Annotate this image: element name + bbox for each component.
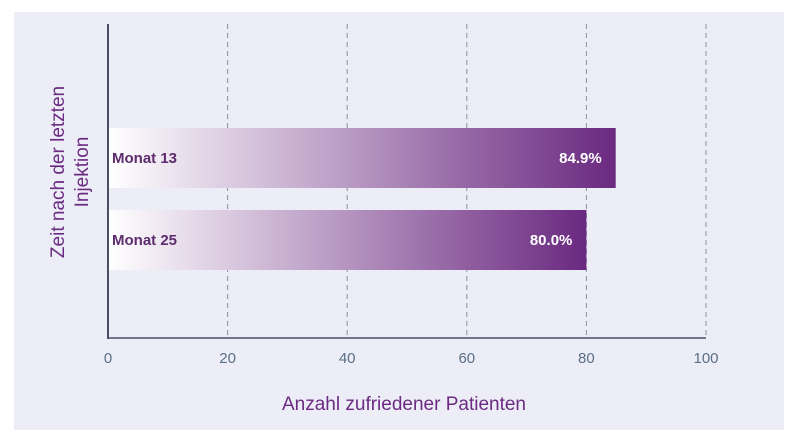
bar-value-label-1: 84.9% xyxy=(559,150,602,167)
x-tick-label-80: 80 xyxy=(578,350,595,367)
y-axis-title-line-1: Zeit nach der letzten xyxy=(48,86,69,258)
x-tick-label-100: 100 xyxy=(693,350,718,367)
x-tick-label-20: 20 xyxy=(219,350,236,367)
y-axis-title: Zeit nach der letzten Injektion xyxy=(48,86,93,258)
bar-1 xyxy=(109,128,616,188)
bar-category-label-1: Monat 13 xyxy=(112,150,177,167)
axes xyxy=(107,24,706,339)
chart-panel: Monat 13 84.9% Monat 25 80.0% 0 20 40 60 80 100 … xyxy=(14,12,784,430)
x-tick-label-60: 60 xyxy=(458,350,475,367)
x-tick-label-0: 0 xyxy=(104,350,112,367)
bar-value-label-2: 80.0% xyxy=(530,232,573,249)
y-axis-title-line-2: Injektion xyxy=(72,137,93,208)
bar-chart: Monat 13 84.9%Monat 25 80.0% 0 20 40 60 80 100 … xyxy=(48,24,719,415)
bar-2 xyxy=(109,210,587,270)
x-tick-label-40: 40 xyxy=(339,350,356,367)
bars: Monat 13 84.9% Monat 25 80.0% xyxy=(109,128,616,270)
x-axis-title: Anzahl zufriedener Patienten xyxy=(282,394,526,415)
bar-category-label-2: Monat 25 xyxy=(112,232,177,249)
x-tick-labels: 0 20 40 60 80 100 xyxy=(104,350,719,367)
